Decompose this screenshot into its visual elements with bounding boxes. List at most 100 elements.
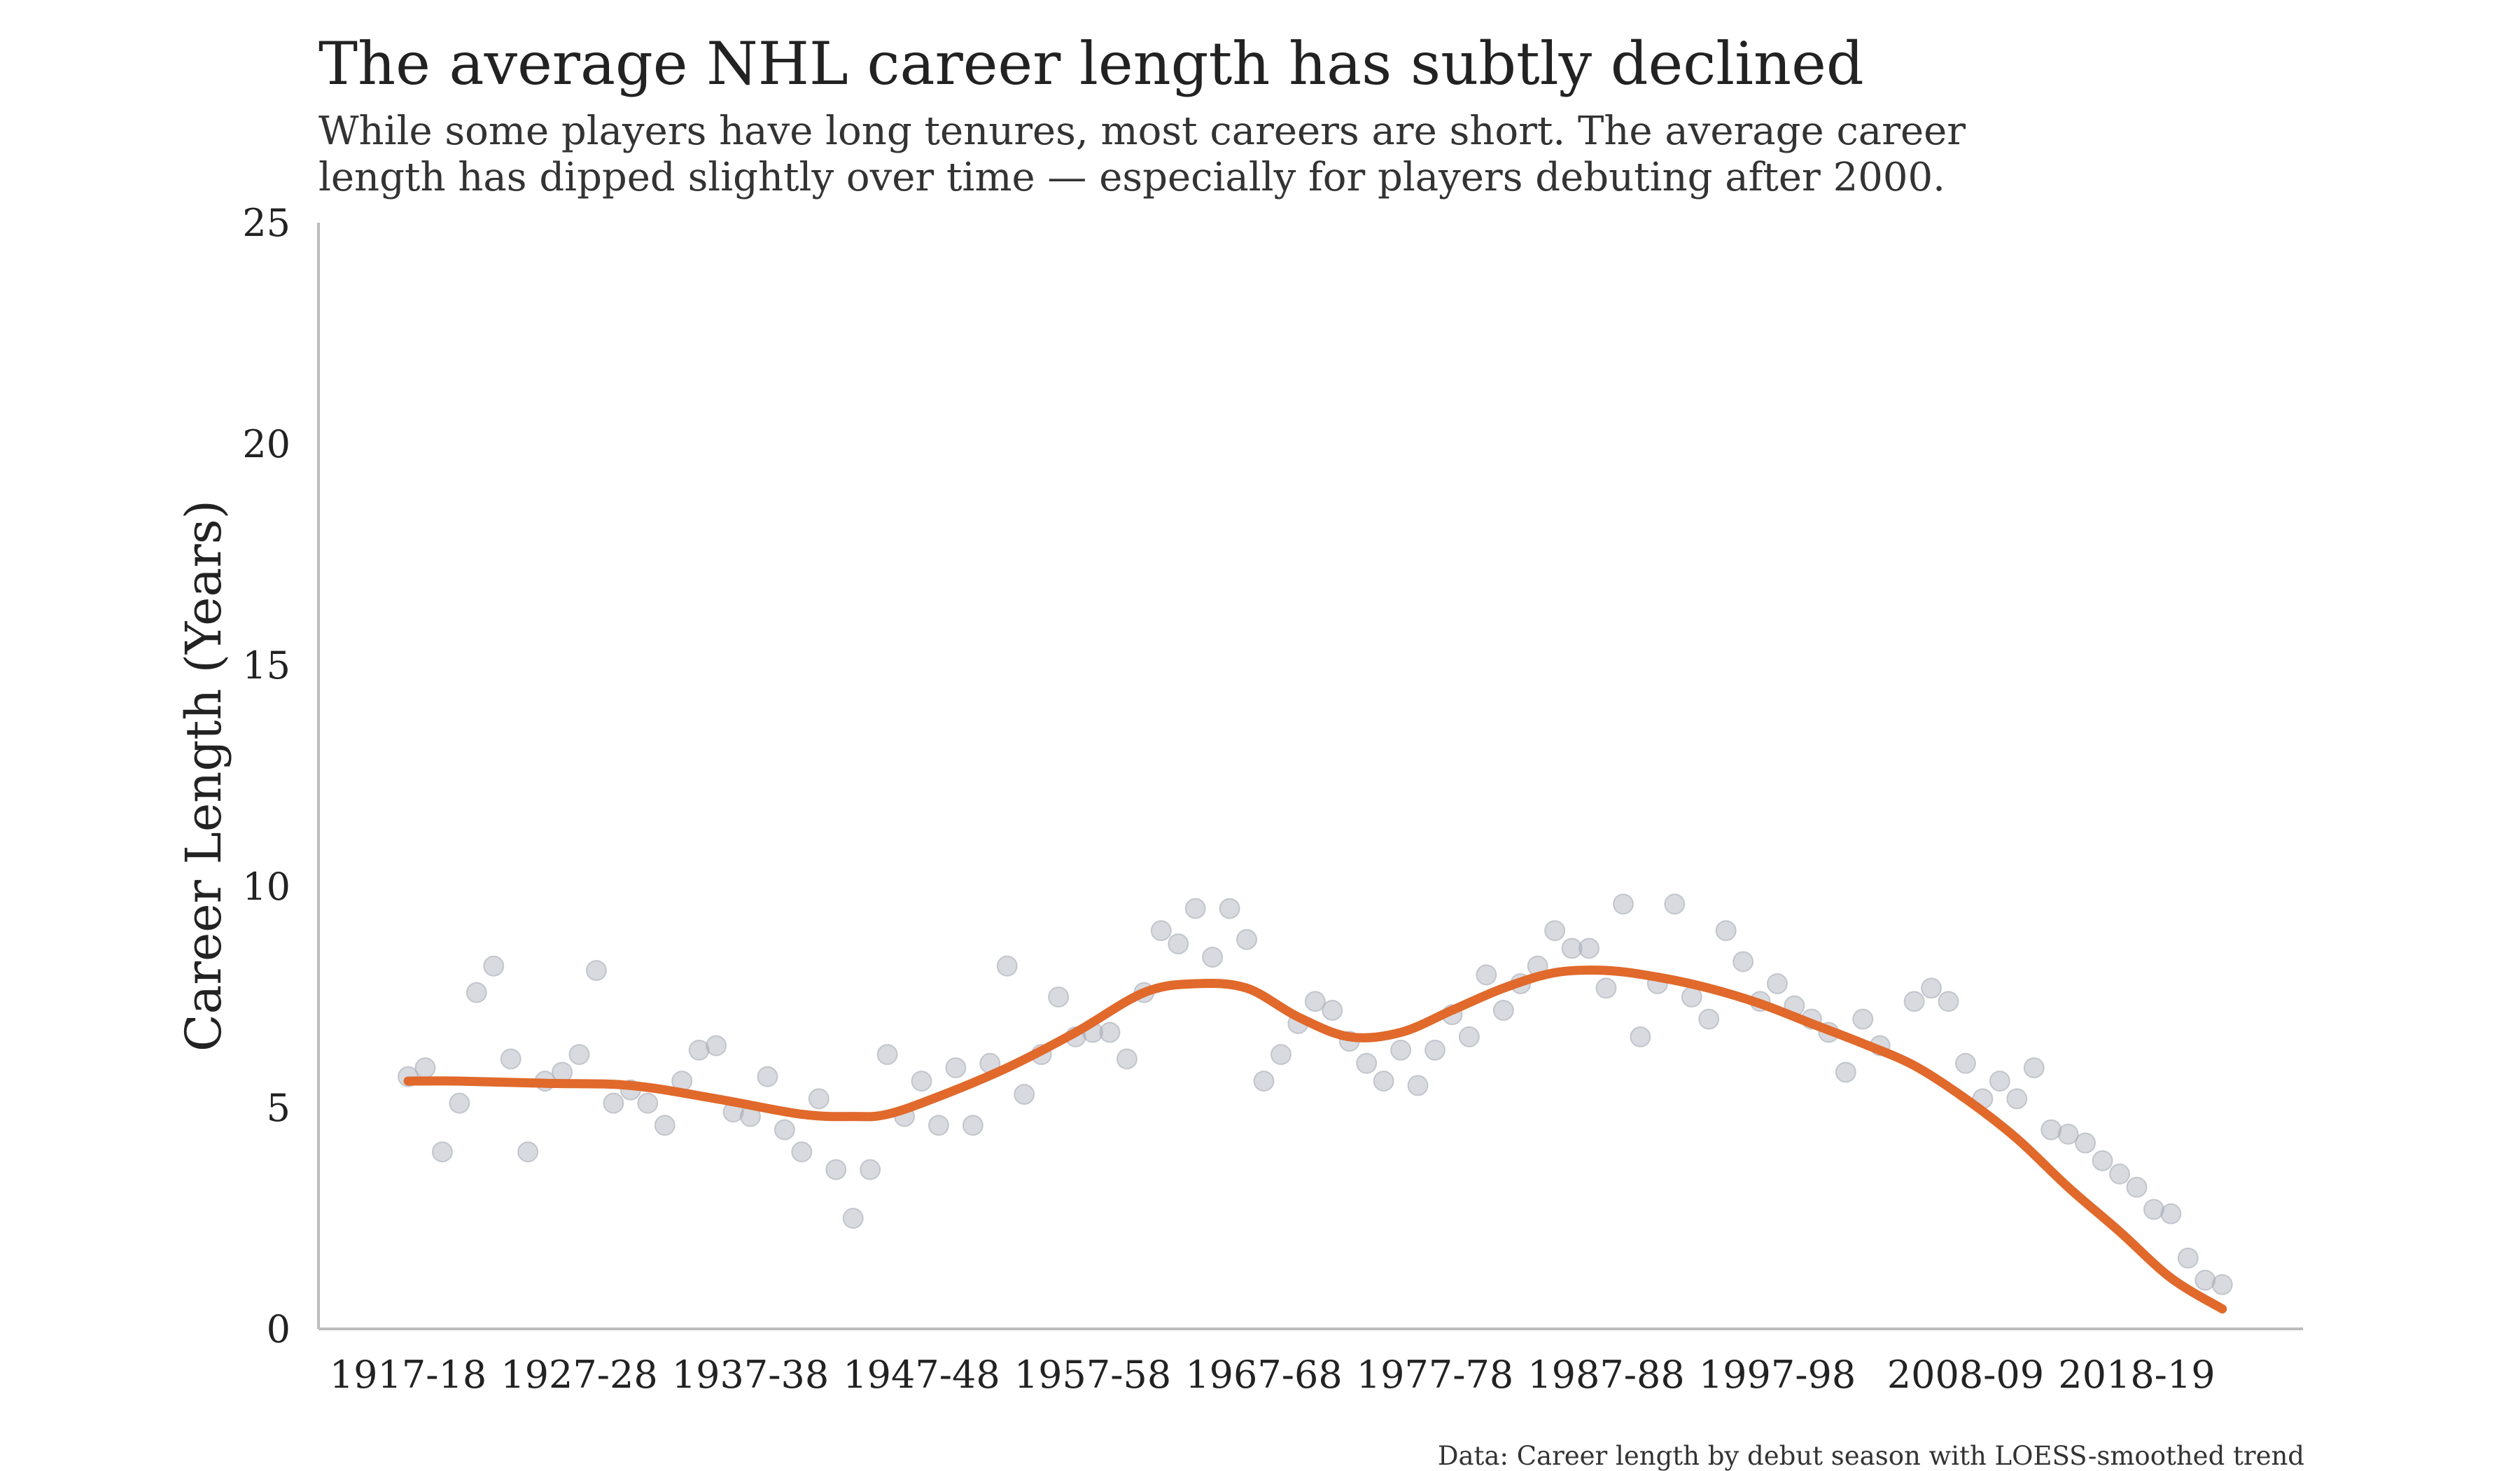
data-point <box>1954 1052 1976 1074</box>
y-tick-label: 5 <box>267 1086 290 1130</box>
data-point <box>1852 1008 1874 1030</box>
x-tick-label: 1997-98 <box>1699 1353 1856 1397</box>
data-point <box>2006 1088 2028 1110</box>
y-tick-label: 10 <box>242 865 290 909</box>
chart-title: The average NHL career length has subtly… <box>318 29 1864 98</box>
data-point <box>962 1115 983 1136</box>
chart-subtitle-line-1: While some players have long tenures, mo… <box>318 109 1966 154</box>
trend-line <box>403 965 2227 1314</box>
data-point <box>500 1048 522 1070</box>
y-tick-labels: 0 5 10 15 20 25 <box>242 201 290 1351</box>
data-point <box>927 1115 949 1136</box>
data-point <box>1270 1044 1292 1066</box>
data-point <box>876 1044 898 1066</box>
x-tick-label: 2008-09 <box>1887 1353 2044 1397</box>
data-point <box>1253 1071 1275 1092</box>
data-point <box>1544 920 1566 942</box>
data-point <box>1407 1075 1429 1096</box>
x-tick-label: 1987-88 <box>1527 1353 1684 1397</box>
x-tick-label: 1957-58 <box>1014 1353 1171 1397</box>
x-tick-label: 1967-68 <box>1185 1353 1342 1397</box>
data-point <box>1236 928 1258 950</box>
data-point <box>1492 999 1514 1021</box>
data-point <box>1835 1061 1856 1083</box>
data-point <box>1578 937 1600 959</box>
data-point <box>465 982 487 1003</box>
data-point <box>414 1057 436 1079</box>
data-point <box>431 1141 453 1163</box>
x-tick-label: 1937-38 <box>672 1353 829 1397</box>
data-point <box>1476 964 1497 986</box>
data-point <box>1664 893 1686 915</box>
data-point <box>654 1115 676 1136</box>
data-point <box>842 1208 864 1229</box>
data-point <box>945 1057 967 1079</box>
data-point <box>911 1071 932 1092</box>
data-point <box>2057 1123 2079 1145</box>
x-tick-label: 1977-78 <box>1357 1353 1513 1397</box>
data-point <box>1612 893 1634 915</box>
data-point <box>1219 898 1240 919</box>
x-tick-label: 1917-18 <box>330 1353 486 1397</box>
data-point <box>2211 1274 2233 1295</box>
data-point <box>1921 977 1942 999</box>
data-point <box>1390 1039 1412 1061</box>
data-point <box>568 1044 590 1066</box>
data-point <box>603 1092 624 1114</box>
data-point <box>2126 1176 2148 1198</box>
data-point <box>1099 1022 1121 1043</box>
data-point <box>2160 1203 2182 1225</box>
data-point <box>1014 1084 1035 1106</box>
x-tick-label: 1927-28 <box>500 1353 657 1397</box>
data-point <box>449 1092 470 1114</box>
data-point <box>1184 898 1206 919</box>
data-point <box>2075 1132 2096 1154</box>
data-point <box>1715 920 1737 942</box>
y-tick-label: 20 <box>242 422 290 466</box>
data-point <box>1561 937 1583 959</box>
data-point <box>1630 1026 1651 1047</box>
data-point <box>791 1141 813 1163</box>
data-point <box>2040 1119 2062 1141</box>
data-point <box>1458 1026 1480 1047</box>
data-point <box>2109 1163 2130 1185</box>
data-point <box>1322 999 1343 1021</box>
data-point <box>585 960 607 982</box>
data-point <box>688 1039 710 1061</box>
data-point <box>1356 1052 1378 1074</box>
data-point <box>1732 951 1754 972</box>
y-axis-label: Career Length (Years) <box>175 500 232 1052</box>
data-point <box>1373 1071 1394 1092</box>
data-point <box>1116 1048 1138 1070</box>
y-tick-label: 15 <box>242 643 290 688</box>
data-point <box>1767 973 1788 995</box>
data-point <box>1202 947 1224 968</box>
y-tick-label: 25 <box>242 201 290 245</box>
chart-subtitle: While some players have long tenures, mo… <box>318 109 2348 201</box>
data-point <box>1150 920 1172 942</box>
data-point <box>1903 991 1925 1012</box>
data-point <box>808 1088 830 1110</box>
data-point <box>1989 1071 2010 1092</box>
data-point <box>1424 1039 1446 1061</box>
x-tick-label: 2018-19 <box>2058 1353 2215 1397</box>
data-point <box>1938 991 1959 1012</box>
data-point <box>1595 977 1617 999</box>
data-point <box>860 1159 881 1180</box>
x-tick-label: 1947-48 <box>843 1353 1000 1397</box>
data-point <box>1698 1008 1720 1030</box>
data-point <box>2177 1247 2199 1269</box>
data-point <box>825 1159 847 1180</box>
y-tick-label: 0 <box>267 1307 290 1351</box>
data-point <box>2143 1199 2164 1220</box>
data-point <box>1048 987 1070 1008</box>
data-point <box>517 1141 539 1163</box>
data-point <box>483 955 505 977</box>
data-point <box>2023 1057 2045 1079</box>
data-caption: Data: Career length by debut season with… <box>1437 1441 2304 1471</box>
x-tick-labels: 1917-18 1927-28 1937-38 1947-48 1957-58 1967-… <box>330 1353 2216 1397</box>
data-point <box>757 1066 778 1087</box>
data-point <box>706 1035 727 1057</box>
